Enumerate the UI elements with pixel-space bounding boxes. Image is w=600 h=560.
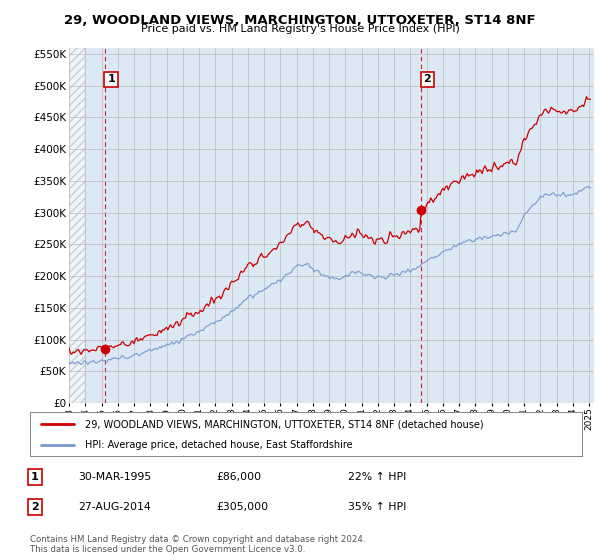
Text: 2: 2	[424, 74, 431, 85]
Text: 27-AUG-2014: 27-AUG-2014	[78, 502, 151, 512]
Text: 2: 2	[31, 502, 38, 512]
Text: 29, WOODLAND VIEWS, MARCHINGTON, UTTOXETER, ST14 8NF (detached house): 29, WOODLAND VIEWS, MARCHINGTON, UTTOXET…	[85, 419, 484, 429]
Text: 35% ↑ HPI: 35% ↑ HPI	[348, 502, 406, 512]
Text: 1: 1	[107, 74, 115, 85]
Text: Contains HM Land Registry data © Crown copyright and database right 2024.
This d: Contains HM Land Registry data © Crown c…	[30, 535, 365, 554]
Text: 30-MAR-1995: 30-MAR-1995	[78, 472, 151, 482]
Text: HPI: Average price, detached house, East Staffordshire: HPI: Average price, detached house, East…	[85, 440, 353, 450]
Text: 29, WOODLAND VIEWS, MARCHINGTON, UTTOXETER, ST14 8NF: 29, WOODLAND VIEWS, MARCHINGTON, UTTOXET…	[64, 14, 536, 27]
Text: £86,000: £86,000	[216, 472, 261, 482]
Text: £305,000: £305,000	[216, 502, 268, 512]
Text: 22% ↑ HPI: 22% ↑ HPI	[348, 472, 406, 482]
Text: Price paid vs. HM Land Registry's House Price Index (HPI): Price paid vs. HM Land Registry's House …	[140, 24, 460, 34]
Text: 1: 1	[31, 472, 38, 482]
